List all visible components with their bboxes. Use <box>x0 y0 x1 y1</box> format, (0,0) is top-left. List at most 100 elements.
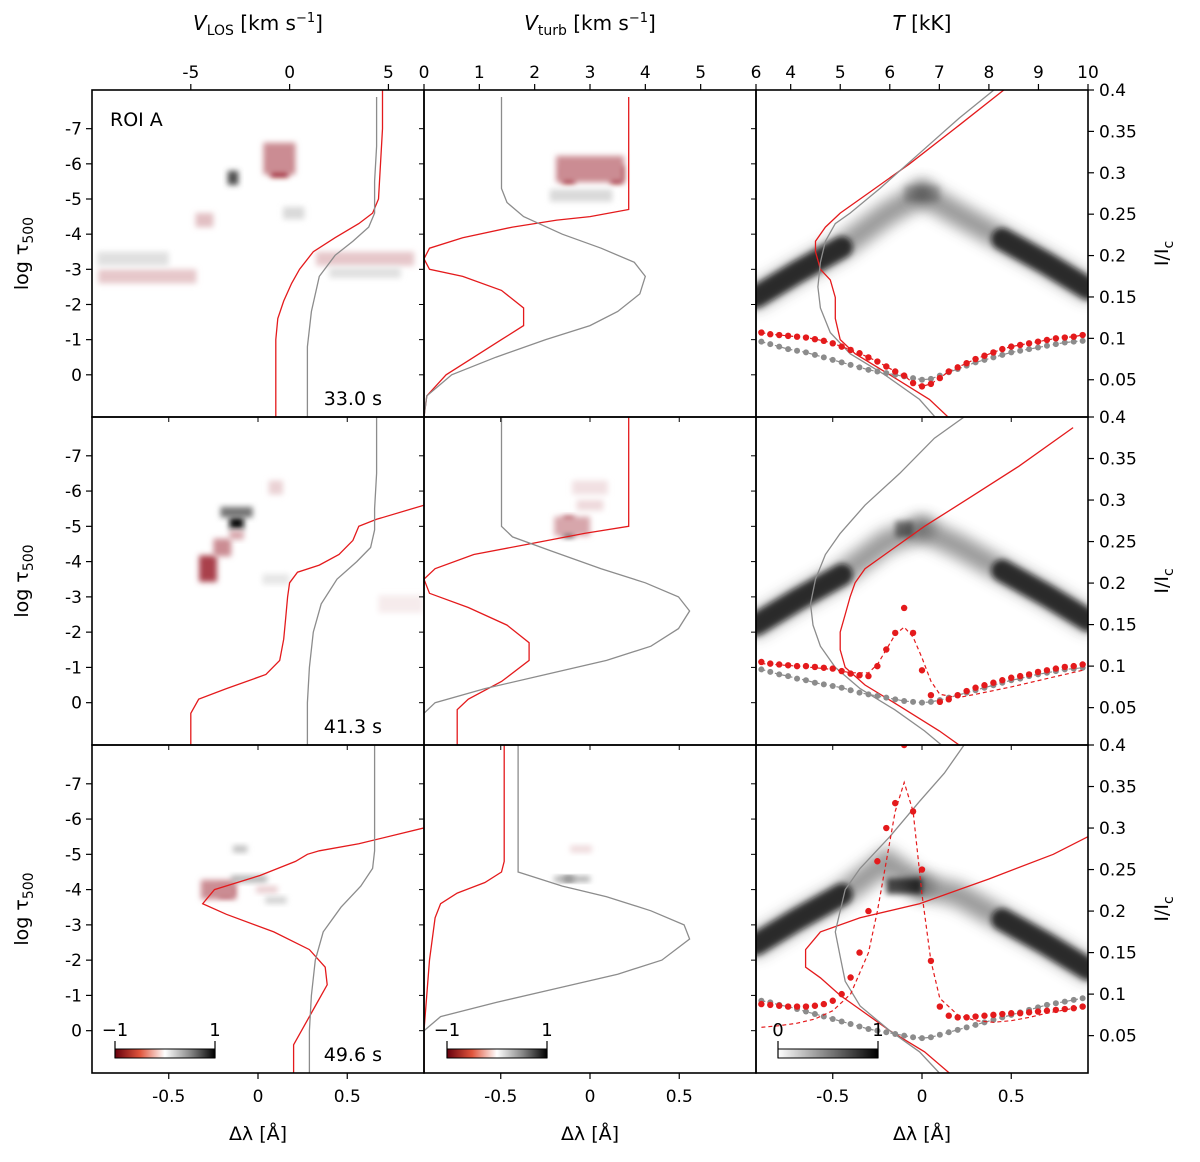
obs-red-point <box>1008 343 1015 350</box>
obs-red-point <box>981 352 988 359</box>
top-tick-label: 1 <box>474 63 485 83</box>
obs-grey-point <box>776 343 783 350</box>
obs-red-point <box>1052 665 1060 672</box>
obs-red-point <box>856 949 863 956</box>
intensity-wing-core <box>991 228 1088 300</box>
obs-red-point <box>883 824 890 832</box>
fit-red-line <box>761 626 1083 699</box>
colorbar-max-label: 1 <box>541 1020 552 1041</box>
obs-red-point <box>1043 336 1051 344</box>
left-tick-label: -6 <box>65 482 82 502</box>
obs-red-point <box>963 359 970 367</box>
obs-red-point <box>936 1003 944 1010</box>
right-tick-label: 0.35 <box>1099 778 1137 798</box>
obs-red-point <box>865 907 872 915</box>
vlos-map-cell <box>329 267 401 279</box>
vturb-map-cell <box>572 480 608 495</box>
obs-red-point <box>918 866 926 873</box>
top-tick-label: 6 <box>884 63 895 83</box>
top-tick-label: 4 <box>785 63 796 83</box>
left-tick-label: -5 <box>65 845 82 865</box>
vlos-red-line <box>201 827 424 1073</box>
vlos-map-cell <box>227 170 239 185</box>
temperature-grey-line <box>817 90 995 417</box>
obs-grey-point <box>999 351 1006 358</box>
obs-grey-point <box>919 376 925 383</box>
top-tick-label: 7 <box>934 63 945 83</box>
colorbar-max-label: 1 <box>209 1020 220 1041</box>
left-tick-label: -3 <box>65 260 82 280</box>
vturb-grey-line <box>424 97 647 417</box>
top-tick-label: 0 <box>419 63 430 83</box>
obs-grey-point <box>758 338 765 345</box>
obs-red-point <box>1016 672 1024 680</box>
vturb-map-cell <box>554 876 590 882</box>
obs-red-point <box>981 1012 988 1019</box>
obs-grey-point <box>927 1034 934 1041</box>
obs-red-point <box>1016 1010 1024 1017</box>
left-tick-label: -7 <box>65 775 82 795</box>
vlos-grey-line <box>306 97 378 417</box>
obs-red-point <box>927 691 935 699</box>
left-tick-label: 0 <box>71 366 82 386</box>
vlos-map-cell <box>97 251 169 266</box>
vturb-red-line <box>424 745 505 1073</box>
top-tick-label: 6 <box>751 63 762 83</box>
intensity-wing-core <box>756 236 853 308</box>
obs-red-point <box>758 329 765 336</box>
fit-grey-line <box>761 997 1083 1039</box>
top-tick-label: 5 <box>695 63 706 83</box>
time-label: 49.6 s <box>324 1044 382 1066</box>
left-axis-label: log τ500 <box>11 544 37 617</box>
obs-red-point <box>874 662 881 670</box>
right-tick-label: 0.2 <box>1099 574 1126 594</box>
right-tick-label: 0.3 <box>1099 819 1126 839</box>
vlos-grey-line <box>308 745 376 1073</box>
left-tick-label: -5 <box>65 517 82 537</box>
obs-red-point <box>793 1003 801 1010</box>
top-tick-label: 4 <box>640 63 651 83</box>
obs-red-point <box>1043 667 1051 674</box>
obs-grey-point <box>838 359 845 366</box>
vlos-map-cell <box>220 506 253 518</box>
roi-label: ROI A <box>110 109 163 131</box>
obs-red-point <box>999 1010 1006 1018</box>
colorbar <box>114 1048 216 1059</box>
obs-red-point <box>1025 671 1033 678</box>
obs-red-point <box>990 1011 997 1019</box>
obs-grey-point <box>1070 996 1077 1003</box>
right-tick-label: 0.2 <box>1099 247 1126 267</box>
obs-red-point <box>1025 1009 1033 1016</box>
obs-red-point <box>856 672 863 679</box>
vlos-map <box>200 845 287 904</box>
obs-red-point <box>776 1002 783 1009</box>
obs-red-point <box>874 858 881 865</box>
obs-red-point <box>1034 1008 1042 1015</box>
right-axis-label: I/Ic <box>1151 896 1177 921</box>
right-tick-label: 0.05 <box>1099 1027 1137 1047</box>
fit-grey-line <box>761 340 1083 381</box>
right-tick-label: 0.15 <box>1099 288 1137 308</box>
obs-red-point <box>990 679 997 686</box>
obs-red-point <box>936 698 944 706</box>
vlos-map-cell <box>199 555 217 582</box>
obs-grey-point <box>981 1019 988 1026</box>
obs-grey-point <box>758 666 765 673</box>
top-tick-label: 3 <box>585 63 596 83</box>
obs-red-point <box>1061 663 1068 671</box>
obs-red-point <box>865 672 872 680</box>
intensity-core <box>895 521 914 538</box>
vlos-map-cell <box>378 595 424 613</box>
vlos-map-cell <box>268 480 283 495</box>
obs-red-point <box>838 990 845 998</box>
obs-grey-point <box>892 696 899 703</box>
obs-red-point <box>963 687 970 695</box>
vlos-map-cell <box>229 530 244 540</box>
vlos-map-cell <box>262 573 290 585</box>
obs-red-point <box>847 974 854 981</box>
left-axis-label: log τ500 <box>11 217 37 290</box>
vlos-map-cell <box>263 142 296 175</box>
obs-grey-point <box>927 698 934 705</box>
obs-red-point <box>811 1002 819 1009</box>
